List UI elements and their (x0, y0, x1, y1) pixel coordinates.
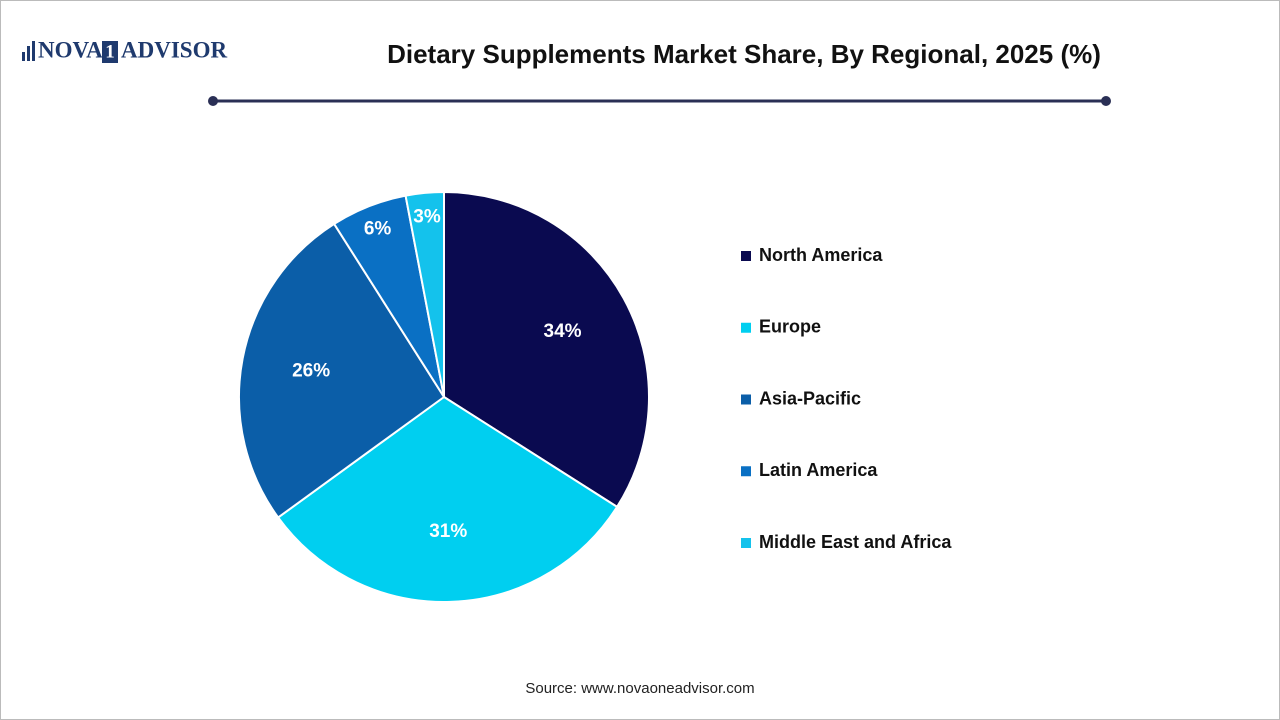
data-label: 6% (364, 218, 392, 239)
legend-label: Asia-Pacific (759, 388, 861, 408)
logo-bar (22, 52, 25, 61)
legend-label: North America (759, 245, 883, 265)
data-label: 31% (429, 521, 467, 542)
logo-bar (27, 46, 30, 61)
logo-bar (32, 41, 35, 61)
pie: 34% 31% 26% 6% 3% (238, 190, 650, 603)
pie-slice (276, 395, 619, 603)
legend-swatch (741, 322, 751, 333)
legend-swatch (741, 251, 751, 261)
legend-label: Europe (759, 317, 821, 337)
source: Source: www.novaoneadvisor.com (525, 680, 754, 697)
legend-label: Latin America (759, 460, 878, 480)
logo: NOVA 1 ADVISOR (22, 37, 227, 63)
logo-text: NOVA (38, 37, 103, 62)
pie-slice (443, 190, 650, 509)
rule-dot (208, 96, 218, 106)
logo-box (102, 41, 118, 63)
data-label: 34% (544, 321, 582, 342)
legend-swatch (741, 394, 751, 405)
logo-text: ADVISOR (121, 37, 227, 62)
data-label: 26% (292, 361, 330, 382)
pie-slice (238, 222, 446, 519)
legend: North America Europe Asia-Pacific Latin Ame… (741, 245, 952, 552)
legend-swatch (741, 538, 751, 548)
logo-mark: 1 (105, 41, 115, 62)
rule-dot (1101, 96, 1111, 106)
data-label: 3% (413, 206, 441, 227)
legend-swatch (741, 466, 751, 477)
pie-slice (404, 190, 445, 398)
chart-title: Dietary Supplements Market Share, By Reg… (387, 39, 1101, 69)
legend-label: Middle East and Africa (759, 532, 952, 552)
